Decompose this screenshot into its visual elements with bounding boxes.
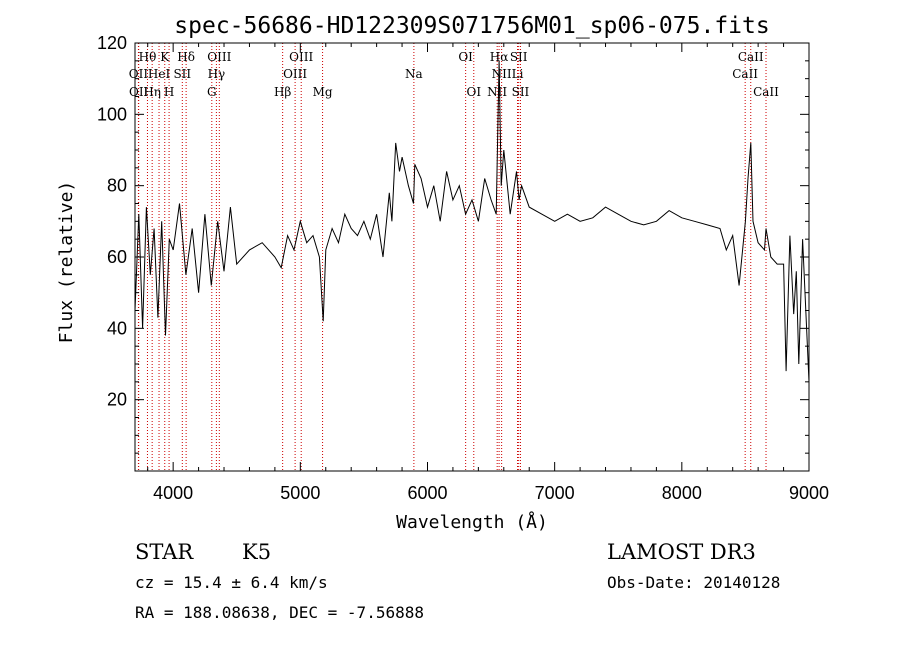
x-tick-label: 6000 <box>407 483 447 503</box>
line-marker-label: CaII <box>732 67 758 81</box>
line-marker-label: NII <box>487 85 507 99</box>
x-tick-label: 4000 <box>153 483 193 503</box>
y-axis-ticks: 20 40 60 80 100 120 <box>97 33 809 454</box>
y-axis-label: Flux (relative) <box>56 181 77 344</box>
x-axis-ticks: 4000 5000 6000 7000 8000 9000 <box>147 43 829 503</box>
y-tick-label: 40 <box>107 318 127 338</box>
y-tick-label: 120 <box>97 33 127 53</box>
line-marker-label: OIII <box>207 50 231 64</box>
line-marker-label: G <box>207 85 217 99</box>
line-marker-label: Li <box>512 67 524 81</box>
line-marker-label: OIII <box>283 67 307 81</box>
line-marker-label: SII <box>173 67 191 81</box>
chart-title: spec-56686-HD122309S071756M01_sp06-075.f… <box>174 13 769 39</box>
y-tick-label: 100 <box>97 104 127 124</box>
line-marker-label: Hδ <box>177 50 195 64</box>
line-marker-label: Hα <box>490 50 509 64</box>
line-marker-label: H <box>164 85 174 99</box>
redshift-cz: cz = 15.4 ± 6.4 km/s <box>135 573 328 592</box>
line-marker-label: Hθ <box>139 50 157 64</box>
line-marker-label: OII <box>129 85 149 99</box>
line-marker-label: OI <box>458 50 473 64</box>
line-marker-label: SII <box>512 85 530 99</box>
line-marker-label: K <box>160 50 170 64</box>
line-marker-label: Mg <box>313 85 333 99</box>
line-marker-label: OI <box>466 85 481 99</box>
x-axis-label: Wavelength (Å) <box>396 511 548 533</box>
line-marker-label: CaII <box>738 50 764 64</box>
line-marker-label: Hγ <box>208 67 226 81</box>
y-tick-label: 20 <box>107 390 127 410</box>
line-marker-label: CaII <box>753 85 779 99</box>
survey-name: LAMOST DR3 <box>607 540 756 564</box>
x-tick-label: 8000 <box>662 483 702 503</box>
line-marker-label: SII <box>510 50 528 64</box>
x-tick-label: 7000 <box>535 483 575 503</box>
line-marker-label: OIII <box>289 50 313 64</box>
x-tick-label: 5000 <box>280 483 320 503</box>
line-marker-label: Hβ <box>274 85 291 99</box>
coordinates: RA = 188.08638, DEC = -7.56888 <box>135 603 424 622</box>
observation-date: Obs-Date: 20140128 <box>607 573 780 592</box>
line-marker-label: OII <box>129 67 149 81</box>
line-marker-label: HeI <box>148 67 171 81</box>
y-tick-label: 60 <box>107 247 127 267</box>
object-class: STAR <box>135 540 194 564</box>
line-marker-label: Hη <box>143 85 161 99</box>
spectrum-line <box>134 60 810 382</box>
line-marker-label: Na <box>405 67 423 81</box>
line-marker-label: NII <box>492 67 512 81</box>
emission-line-markers <box>137 43 767 471</box>
x-tick-label: 9000 <box>789 483 829 503</box>
object-subclass: K5 <box>242 540 271 564</box>
y-tick-label: 80 <box>107 176 127 196</box>
